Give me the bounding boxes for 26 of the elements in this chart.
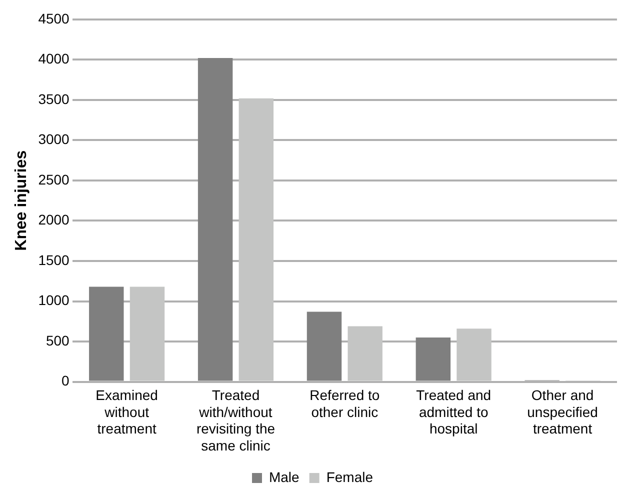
bar [89,286,124,381]
bar [456,328,492,381]
bar [348,326,382,381]
y-tick-label: 1500 [38,252,70,268]
y-tick-label: 2500 [38,171,70,188]
legend-label: Female [326,468,374,485]
x-tick-label: Other and unspecified treatment [527,387,598,437]
bar [238,98,274,381]
legend-label: Male [268,468,300,485]
y-tick-label: 500 [46,332,70,348]
y-tick-label: 4500 [38,10,70,26]
y-axis-title: Knee injuries [13,150,30,251]
x-tick-label: Treated with/without revisiting the same clinic [196,387,276,454]
y-tick-label: 4000 [38,50,70,67]
bar [416,338,451,381]
y-tick-label: 3500 [38,90,70,107]
x-tick-label: Treated and admitted to hospital [416,387,492,437]
bar [130,286,165,381]
y-tick-label: 1000 [38,292,70,308]
x-tick-label: Referred to other clinic [310,387,380,420]
bar [306,312,342,381]
y-tick-label: 2000 [38,212,70,228]
x-tick-label: Examined without treatment [96,387,158,437]
bar [198,58,233,381]
y-tick-label: 3000 [38,131,70,148]
y-tick-label: 0 [62,372,70,389]
